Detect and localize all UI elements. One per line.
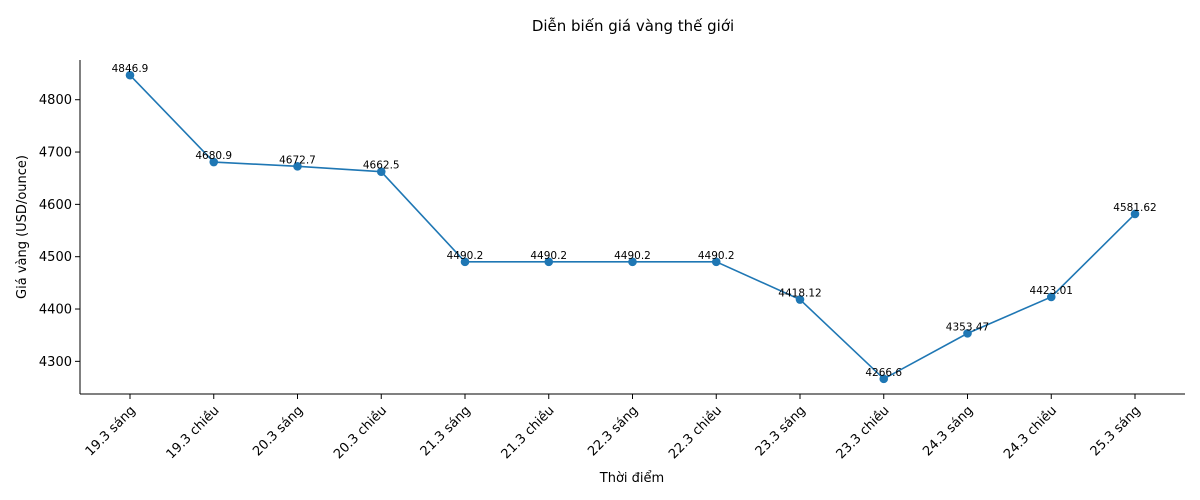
data-label: 4490.2 [698, 250, 735, 262]
data-point [879, 374, 889, 384]
data-point [795, 295, 805, 304]
data-point [125, 70, 135, 80]
x-tick-label: 25.3 sáng [1088, 403, 1144, 459]
data-label: 4490.2 [614, 250, 651, 262]
plot-area: 4300 4400 4500 4600 4700 4800 19.3 sáng 19.3 ch… [39, 60, 1185, 462]
x-tick-label: 21.3 chiều [499, 403, 558, 462]
chart-title: Diễn biến giá vàng thế giới [532, 17, 734, 35]
x-tick-label: 22.3 chiều [666, 403, 725, 462]
y-tick-label: 4700 [39, 146, 72, 161]
data-label: 4266.6 [865, 367, 902, 379]
y-tick-label: 4400 [39, 303, 72, 318]
x-tick-label: 21.3 sáng [418, 403, 474, 459]
data-point [711, 257, 721, 267]
x-axis-label: Thời điểm [599, 471, 664, 486]
data-point [460, 257, 470, 267]
x-tick-label: 19.3 chiều [164, 403, 223, 462]
data-point [376, 167, 386, 176]
data-label: 4846.9 [112, 63, 149, 75]
data-label: 4662.5 [363, 160, 400, 172]
x-tick-label: 23.3 chiều [834, 403, 893, 462]
x-tick-label: 24.3 sáng [920, 403, 976, 459]
data-label: 4680.9 [195, 150, 232, 162]
data-point [963, 329, 972, 338]
x-tick-label: 19.3 sáng [83, 403, 139, 459]
data-label: 4423.01 [1030, 285, 1073, 297]
data-label: 4418.12 [778, 288, 821, 300]
data-label: 4490.2 [447, 250, 484, 262]
data-point [209, 157, 219, 167]
data-point [544, 257, 554, 267]
data-point [293, 162, 302, 171]
data-label: 4490.2 [530, 250, 567, 262]
y-tick-label: 4300 [39, 355, 72, 370]
y-axis-label: Giá vàng (USD/ounce) [15, 155, 30, 299]
data-point [628, 257, 637, 267]
y-tick-label: 4800 [39, 93, 72, 108]
x-tick-label: 23.3 sáng [753, 403, 809, 459]
data-point [1046, 292, 1056, 302]
y-tick-label: 4600 [39, 198, 72, 213]
x-tick-label: 24.3 chiều [1001, 403, 1060, 462]
data-point [1130, 209, 1140, 219]
x-tick-label: 20.3 sáng [250, 403, 306, 459]
x-tick-label: 22.3 sáng [585, 403, 641, 459]
x-tick-label: 20.3 chiều [331, 403, 390, 462]
y-tick-label: 4500 [39, 250, 72, 265]
data-label: 4353.47 [946, 321, 989, 333]
data-label: 4672.7 [279, 154, 316, 166]
data-label: 4581.62 [1113, 202, 1156, 214]
